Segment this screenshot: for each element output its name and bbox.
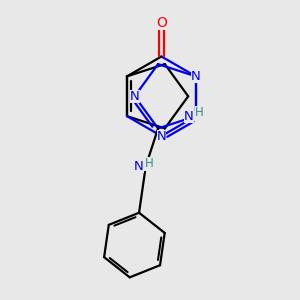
Text: O: O <box>156 16 167 30</box>
Text: N: N <box>184 110 194 123</box>
Bar <box>158 18 165 27</box>
Text: N: N <box>191 70 201 83</box>
Bar <box>131 92 138 100</box>
Text: H: H <box>146 157 154 169</box>
Bar <box>192 72 200 81</box>
Bar <box>189 111 203 121</box>
Text: H: H <box>195 106 203 119</box>
Text: N: N <box>130 90 140 103</box>
Text: N: N <box>157 130 166 142</box>
Text: N: N <box>134 160 144 173</box>
Bar <box>158 132 165 140</box>
Bar <box>139 161 153 171</box>
